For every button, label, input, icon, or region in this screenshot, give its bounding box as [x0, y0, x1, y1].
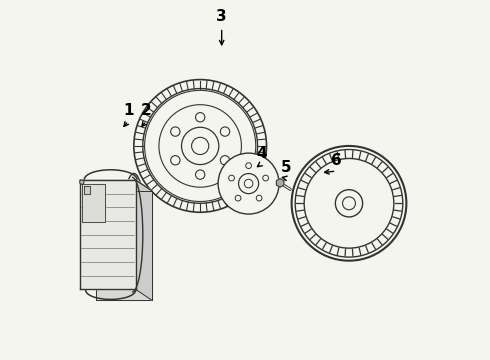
Text: 3: 3 — [217, 9, 227, 24]
Circle shape — [181, 127, 219, 165]
Polygon shape — [80, 180, 152, 191]
Circle shape — [235, 195, 241, 201]
Circle shape — [171, 156, 180, 165]
Circle shape — [292, 146, 406, 261]
Polygon shape — [82, 184, 105, 221]
Polygon shape — [96, 191, 152, 300]
Text: 6: 6 — [331, 153, 342, 168]
Circle shape — [220, 156, 230, 165]
Circle shape — [256, 195, 262, 201]
Circle shape — [80, 180, 84, 184]
Circle shape — [245, 163, 251, 168]
Circle shape — [196, 170, 205, 179]
Circle shape — [220, 127, 230, 136]
Polygon shape — [276, 179, 284, 187]
Text: 4: 4 — [256, 145, 267, 161]
Circle shape — [145, 90, 256, 202]
Text: 1: 1 — [123, 103, 134, 118]
Polygon shape — [84, 186, 90, 194]
Circle shape — [305, 159, 393, 247]
Text: 5: 5 — [281, 160, 292, 175]
Circle shape — [229, 175, 234, 181]
Circle shape — [134, 80, 267, 212]
Circle shape — [263, 175, 269, 181]
Polygon shape — [136, 180, 152, 300]
Circle shape — [171, 127, 180, 136]
Polygon shape — [80, 180, 136, 289]
Circle shape — [218, 153, 279, 214]
Circle shape — [335, 190, 363, 217]
Ellipse shape — [122, 174, 147, 300]
Text: 2: 2 — [141, 103, 152, 118]
Circle shape — [239, 174, 259, 194]
Circle shape — [196, 113, 205, 122]
Circle shape — [343, 197, 355, 210]
